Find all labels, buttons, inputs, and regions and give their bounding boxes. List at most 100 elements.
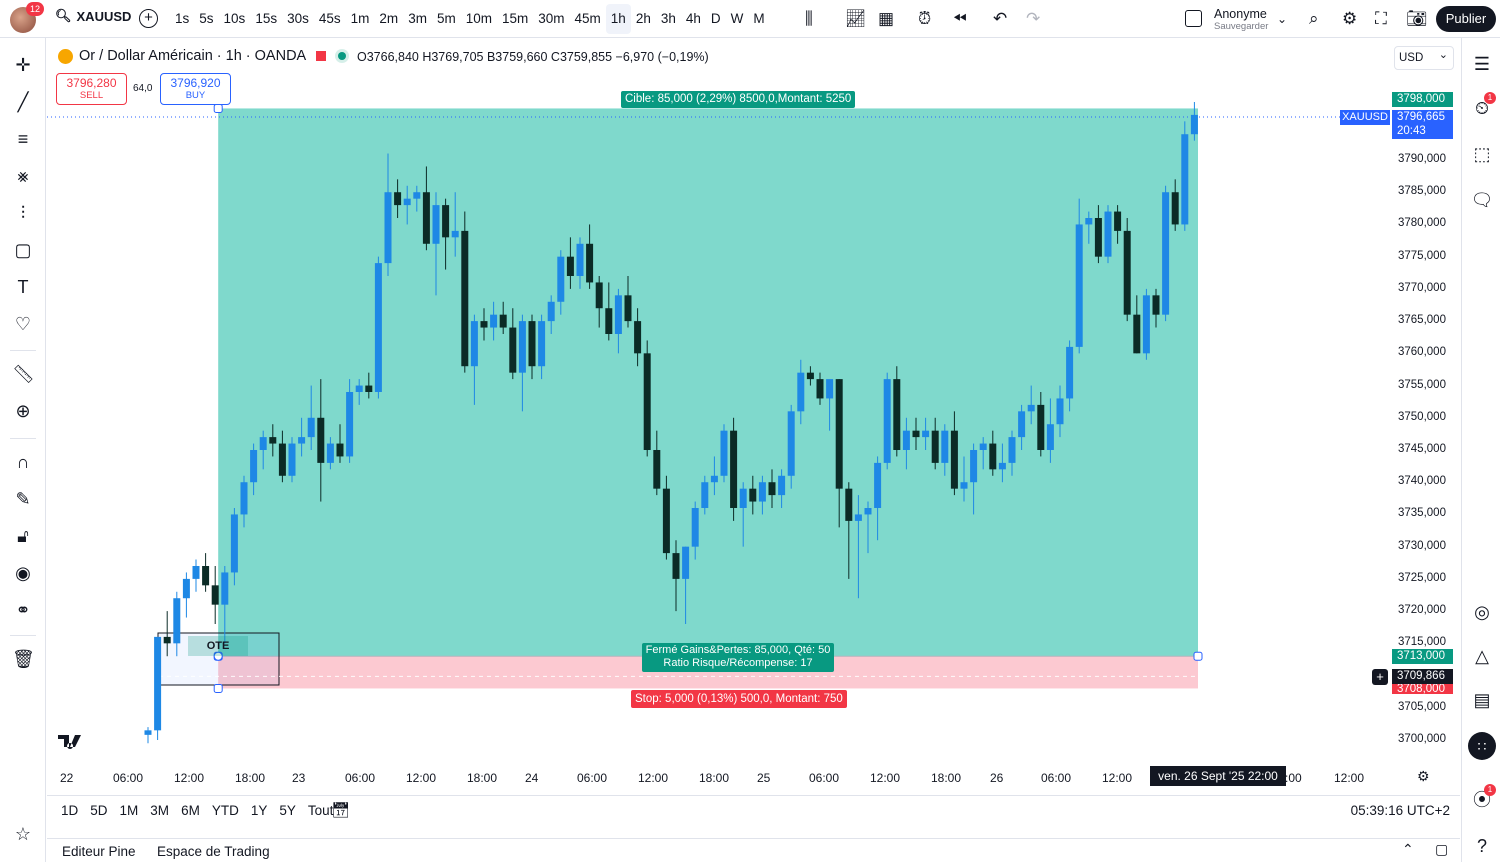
maximize-icon[interactable]: ▢ <box>1435 841 1449 857</box>
closed-pnl-label[interactable]: Fermé Gains&Pertes: 85,000, Qté: 50 Rati… <box>642 643 834 672</box>
interval-W[interactable]: W <box>730 11 744 26</box>
layers-icon[interactable]: ⬚ <box>1473 144 1491 164</box>
help-icon[interactable]: ? <box>1476 836 1487 856</box>
interval-3m[interactable]: 3m <box>408 11 427 26</box>
replay-icon[interactable]: ⏪︎ <box>953 9 967 28</box>
eye-icon[interactable]: ◉ <box>15 563 31 583</box>
watchlist-icon[interactable]: ☰ <box>1473 54 1491 74</box>
interval-5s[interactable]: 5s <box>199 11 214 26</box>
quick-search-icon[interactable]: ⌕ <box>1309 9 1319 28</box>
candle-body <box>1104 211 1112 257</box>
interval-4h[interactable]: 4h <box>685 11 701 26</box>
price-tick-label: 3770,000 <box>1398 281 1446 294</box>
save-status[interactable]: Sauvegarder <box>1214 21 1269 32</box>
clock-timezone[interactable]: 05:39:16 UTC+2 <box>1350 803 1450 818</box>
add-order-icon[interactable]: + <box>1372 669 1388 685</box>
interval-3h[interactable]: 3h <box>660 11 676 26</box>
interval-1h[interactable]: 1h <box>605 4 631 34</box>
interval-45s[interactable]: 45s <box>318 11 341 26</box>
drawing-mode-icon[interactable]: ✎ <box>15 489 31 509</box>
text-tool-icon[interactable]: T <box>17 277 29 297</box>
redo-icon[interactable]: ↷ <box>1026 9 1041 28</box>
interval-30s[interactable]: 30s <box>287 11 309 26</box>
range-6m[interactable]: 6M <box>181 803 200 818</box>
interval-2h[interactable]: 2h <box>635 11 651 26</box>
chevron-up-icon[interactable]: ⌃ <box>1402 841 1414 857</box>
compare-symbol-button[interactable]: + <box>139 9 158 28</box>
publish-button[interactable]: Publier <box>1436 6 1496 32</box>
sell-button[interactable]: 3796,280 SELL <box>56 73 127 105</box>
range-5y[interactable]: 5Y <box>279 803 296 818</box>
range-tout[interactable]: Tout <box>307 803 334 818</box>
magnet-icon[interactable]: ∩ <box>16 452 30 472</box>
symbol-title[interactable]: Or / Dollar Américain · 1h · OANDA <box>79 48 307 64</box>
alert-icon[interactable]: ⏰︎ <box>918 9 932 28</box>
layout-grid-icon[interactable]: ▦ <box>878 9 895 28</box>
layout-checkbox-icon[interactable] <box>1185 10 1202 27</box>
pattern-icon[interactable]: ⨳ <box>17 166 29 186</box>
price-chart[interactable] <box>47 39 1460 789</box>
interval-D[interactable]: D <box>710 11 721 26</box>
ruler-icon[interactable]: 📏︎ <box>12 364 35 384</box>
range-ytd[interactable]: YTD <box>211 803 239 818</box>
interval-10m[interactable]: 10m <box>465 11 492 26</box>
camera-icon[interactable]: 📷︎ <box>1406 9 1428 28</box>
candle-body <box>979 443 987 450</box>
tab-trading-panel[interactable]: Espace de Trading <box>157 844 270 859</box>
indicators-icon[interactable]: 📈︎ <box>845 9 867 28</box>
flag-icon[interactable] <box>316 51 327 61</box>
undo-icon[interactable]: ↶ <box>993 9 1008 28</box>
symbol-search[interactable]: 🔍︎ XAUUSD <box>55 8 131 24</box>
chevron-down-icon[interactable]: ⌄ <box>1277 12 1288 26</box>
crosshair-icon[interactable]: ✛ <box>15 55 31 75</box>
interval-45m[interactable]: 45m <box>574 11 601 26</box>
time-tick-label: 12:00 <box>1102 771 1133 785</box>
ote-label[interactable]: OTE <box>188 636 248 656</box>
chart-pane[interactable] <box>47 39 1460 789</box>
fullscreen-icon[interactable]: ⛶ <box>1375 9 1387 28</box>
calendar-icon[interactable]: ▤ <box>1473 690 1491 710</box>
candle-style-icon[interactable]: ⫼ <box>805 9 813 28</box>
interval-1m[interactable]: 1m <box>350 11 370 26</box>
projection-icon[interactable]: ⫶ <box>20 203 26 223</box>
zoom-in-icon[interactable]: ⊕ <box>15 401 31 421</box>
range-5d[interactable]: 5D <box>90 803 108 818</box>
heart-icon[interactable]: ♡ <box>14 314 32 334</box>
interval-1s[interactable]: 1s <box>175 11 190 26</box>
interval-M[interactable]: M <box>753 11 765 26</box>
interval-10s[interactable]: 10s <box>223 11 246 26</box>
lock-icon[interactable]: 🔓︎ <box>17 526 29 546</box>
interval-5m[interactable]: 5m <box>436 11 456 26</box>
goto-date-icon[interactable]: 📅︎ <box>331 802 351 819</box>
alerts-clock-icon[interactable]: ⏲︎ <box>1474 98 1490 118</box>
interval-15s[interactable]: 15s <box>255 11 278 26</box>
candle-body <box>931 430 939 463</box>
interval-15m[interactable]: 15m <box>501 11 529 26</box>
trash-icon[interactable]: 🗑︎ <box>12 649 35 669</box>
triangle-icon[interactable]: △ <box>1475 646 1489 666</box>
favorites-star-icon[interactable]: ☆ <box>14 824 32 844</box>
interval-2m[interactable]: 2m <box>379 11 399 26</box>
range-3m[interactable]: 3M <box>150 803 170 818</box>
link-icon[interactable]: ⚭ <box>15 600 31 620</box>
axis-settings-icon[interactable]: ⚙ <box>1417 768 1430 784</box>
tab-pine-editor[interactable]: Editeur Pine <box>62 844 136 859</box>
range-1d[interactable]: 1D <box>61 803 79 818</box>
user-name[interactable]: Anonyme <box>1214 7 1267 21</box>
target-label[interactable]: Cible: 85,000 (2,29%) 8500,0,Montant: 52… <box>621 91 856 108</box>
candle-body <box>605 308 613 334</box>
price-tick-label: 3765,000 <box>1398 314 1446 327</box>
interval-30m[interactable]: 30m <box>538 11 565 26</box>
range-1m[interactable]: 1M <box>119 803 139 818</box>
fib-retracement-icon[interactable]: ≡ <box>17 129 29 149</box>
shape-rectangle-icon[interactable]: ▢ <box>14 240 32 260</box>
settings-icon[interactable]: ⚙ <box>1342 9 1358 28</box>
target-icon[interactable]: ◎ <box>1474 602 1490 622</box>
stop-label[interactable]: Stop: 5,000 (0,13%) 500,0, Montant: 750 <box>631 690 847 708</box>
currency-select[interactable]: USD <box>1394 44 1454 70</box>
chat-icon[interactable]: 🗨︎ <box>1470 190 1494 210</box>
apps-grid-icon[interactable]: ∷ <box>1468 732 1496 760</box>
buy-button[interactable]: 3796,920 BUY <box>160 73 231 105</box>
trend-line-icon[interactable]: ╱ <box>17 92 29 112</box>
range-1y[interactable]: 1Y <box>250 803 268 818</box>
